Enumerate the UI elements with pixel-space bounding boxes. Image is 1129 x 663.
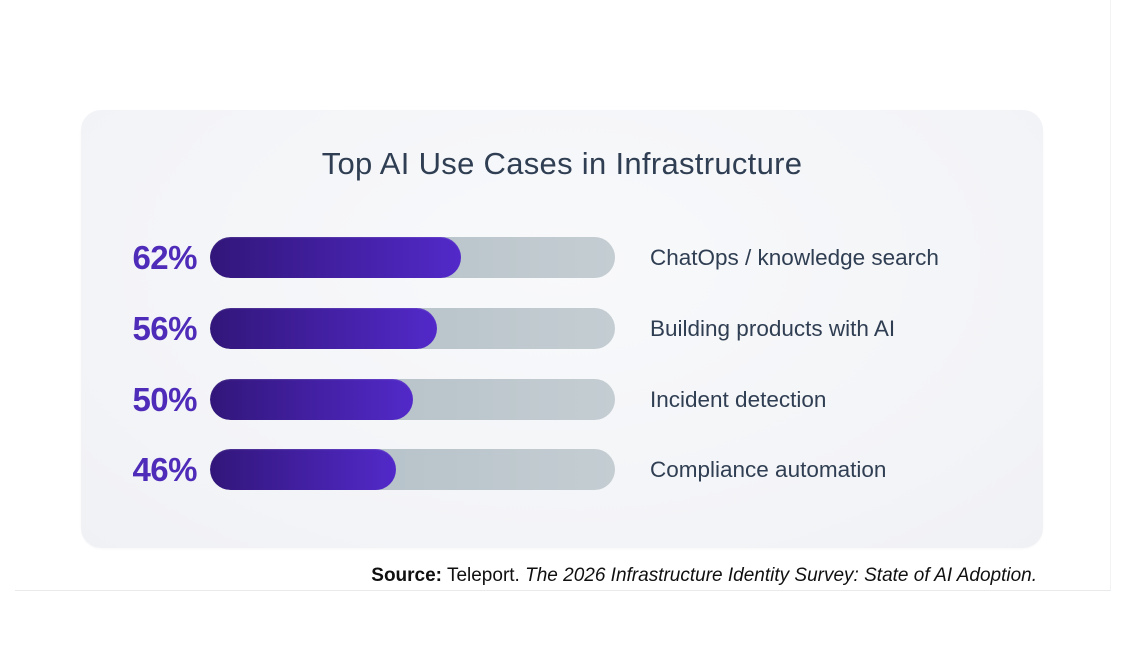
bar-category-label: ChatOps / knowledge search — [650, 245, 939, 270]
bar-track — [210, 308, 615, 349]
source-attribution: Source: Teleport. The 2026 Infrastructur… — [371, 565, 1037, 587]
bar-fill — [210, 237, 462, 278]
bar-track — [210, 379, 615, 420]
bar-row-incident-detection: 50% Incident detection — [81, 379, 1043, 420]
source-label: Source: — [371, 565, 443, 586]
bar-track — [210, 237, 615, 278]
bar-value-label: 50% — [132, 381, 197, 418]
bar-row-building-products: 56% Building products with AI — [81, 308, 1043, 349]
bar-row-chatops: 62% ChatOps / knowledge search — [81, 237, 1043, 278]
bar-fill — [210, 449, 397, 490]
chart-title: Top AI Use Cases in Infrastructure — [321, 146, 803, 181]
bar-value-label: 62% — [132, 239, 197, 276]
bar-category-label: Compliance automation — [650, 457, 887, 482]
bar-track — [210, 449, 615, 490]
bar-fill — [210, 379, 413, 420]
source-report-title: The 2026 Infrastructure Identity Survey:… — [525, 565, 1037, 586]
bar-row-compliance-automation: 46% Compliance automation — [81, 449, 1043, 490]
bar-category-label: Building products with AI — [650, 316, 896, 341]
bar-value-label: 46% — [132, 451, 197, 488]
source-publisher: Teleport. — [446, 565, 520, 586]
bar-fill — [210, 308, 437, 349]
chart-card: Top AI Use Cases in Infrastructure 62% C… — [81, 110, 1043, 548]
bar-category-label: Incident detection — [650, 387, 827, 412]
bar-value-label: 56% — [132, 310, 197, 347]
